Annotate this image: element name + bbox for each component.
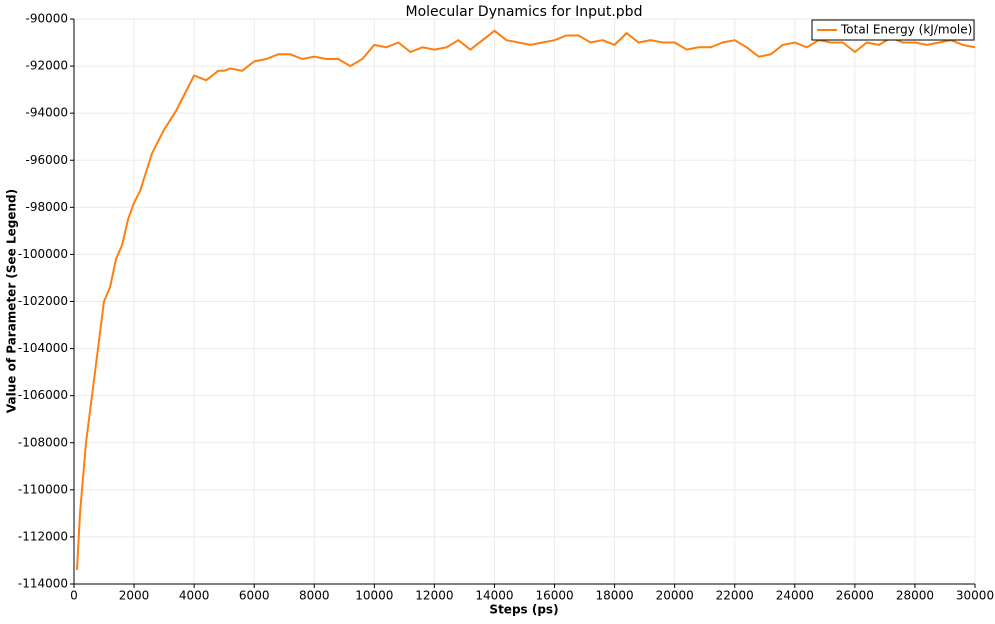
x-tick-label: 22000: [716, 589, 754, 603]
y-tick-label: -104000: [18, 341, 68, 355]
x-tick-label: 28000: [896, 589, 934, 603]
y-tick-label: -102000: [18, 294, 68, 308]
x-tick-label: 12000: [415, 589, 453, 603]
y-tick-label: -96000: [25, 153, 68, 167]
y-tick-label: -106000: [18, 388, 68, 402]
y-axis-label: Value of Parameter (See Legend): [5, 189, 19, 413]
x-tick-label: 10000: [355, 589, 393, 603]
x-axis-label: Steps (ps): [489, 603, 558, 617]
x-tick-label: 16000: [535, 589, 573, 603]
legend-box: [811, 19, 975, 41]
y-tick-label: -94000: [25, 106, 68, 120]
y-tick-label: -100000: [18, 247, 68, 261]
x-tick-label: 30000: [956, 589, 994, 603]
x-tick-label: 20000: [656, 589, 694, 603]
x-tick-label: 14000: [475, 589, 513, 603]
y-tick-label: -92000: [25, 59, 68, 73]
x-tick-label: 18000: [596, 589, 634, 603]
y-tick-label: -90000: [25, 12, 68, 26]
x-tick-label: 4000: [179, 589, 210, 603]
chart-title: Molecular Dynamics for Input.pbd: [406, 4, 643, 20]
y-tick-label: -110000: [18, 482, 68, 496]
y-tick-label: -112000: [18, 529, 68, 543]
x-tick-label: 0: [70, 589, 78, 603]
x-tick-label: 26000: [836, 589, 874, 603]
x-tick-label: 6000: [239, 589, 270, 603]
legend-label: Total Energy (kJ/mole): [840, 23, 972, 37]
y-tick-label: -108000: [18, 435, 68, 449]
x-tick-label: 8000: [299, 589, 330, 603]
y-tick-label: -98000: [25, 200, 68, 214]
x-tick-label: 24000: [776, 589, 814, 603]
line-series: [76, 29, 976, 570]
y-tick-label: -114000: [18, 577, 68, 591]
x-tick-label: 2000: [119, 589, 150, 603]
